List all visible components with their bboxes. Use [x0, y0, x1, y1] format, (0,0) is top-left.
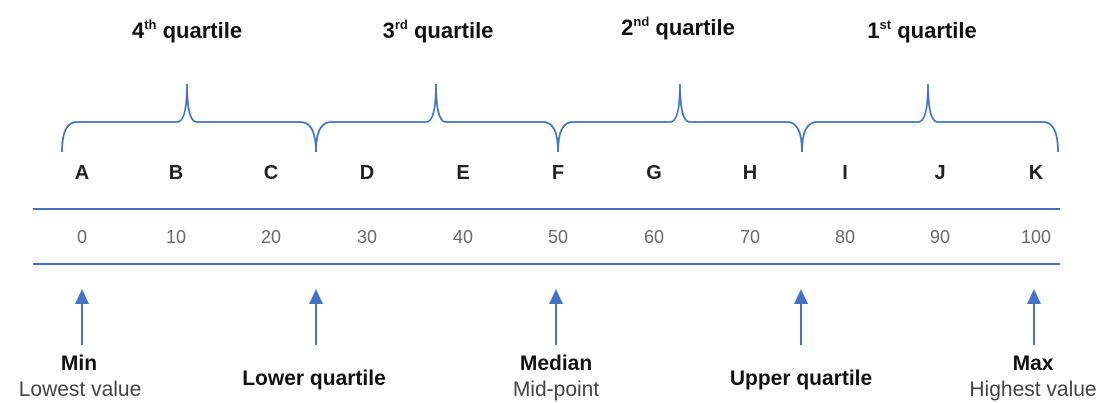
scale-value: 100	[1020, 227, 1052, 247]
scale-letter: A	[74, 162, 90, 184]
arrow-max	[1027, 289, 1041, 345]
quartile-title-2nd: 2nd quartile	[621, 14, 735, 40]
scale-value: 40	[452, 227, 474, 247]
scale-value: 70	[739, 227, 761, 247]
scale-letter: F	[551, 162, 565, 184]
scale-value: 10	[165, 227, 187, 247]
scale-letter: K	[1028, 162, 1044, 184]
scale-letter: G	[646, 162, 662, 184]
quartile-title-1st: 1st quartile	[867, 17, 977, 43]
scale-letter: C	[263, 162, 279, 184]
scale-value: 80	[834, 227, 856, 247]
marker-lower-quartile-title: Lower quartile	[242, 367, 386, 390]
scale-value: 90	[929, 227, 951, 247]
marker-median-title: Median	[519, 352, 593, 375]
scale-letter: H	[742, 162, 758, 184]
scale-value: 0	[76, 227, 88, 247]
quartile-title-4th: 4th quartile	[131, 17, 243, 43]
scale-letter: J	[934, 162, 946, 184]
scale-letter: I	[842, 162, 848, 184]
quartile-title-3rd: 3rd quartile	[382, 17, 494, 43]
arrow-lower-quartile	[309, 289, 323, 345]
scale-letter: B	[168, 162, 184, 184]
arrow-median	[549, 289, 563, 345]
marker-min-title: Min	[60, 352, 98, 375]
scale-value: 60	[643, 227, 665, 247]
marker-median-subtitle: Mid-point	[512, 378, 600, 401]
marker-max-title: Max	[1012, 352, 1054, 375]
brace-2nd-quartile	[557, 83, 803, 153]
brace-4th-quartile	[61, 83, 317, 153]
brace-1st-quartile	[801, 83, 1059, 153]
marker-max-subtitle: Highest value	[969, 378, 1097, 401]
scale-letter: D	[359, 162, 375, 184]
scale-value: 20	[260, 227, 282, 247]
scale-letter: E	[456, 162, 470, 184]
arrow-upper-quartile	[794, 289, 808, 345]
scale-value: 30	[356, 227, 378, 247]
marker-min-subtitle: Lowest value	[18, 378, 142, 401]
arrow-min	[75, 289, 89, 345]
marker-upper-quartile-title: Upper quartile	[729, 367, 873, 390]
brace-3rd-quartile	[315, 83, 559, 153]
scale-value: 50	[547, 227, 569, 247]
